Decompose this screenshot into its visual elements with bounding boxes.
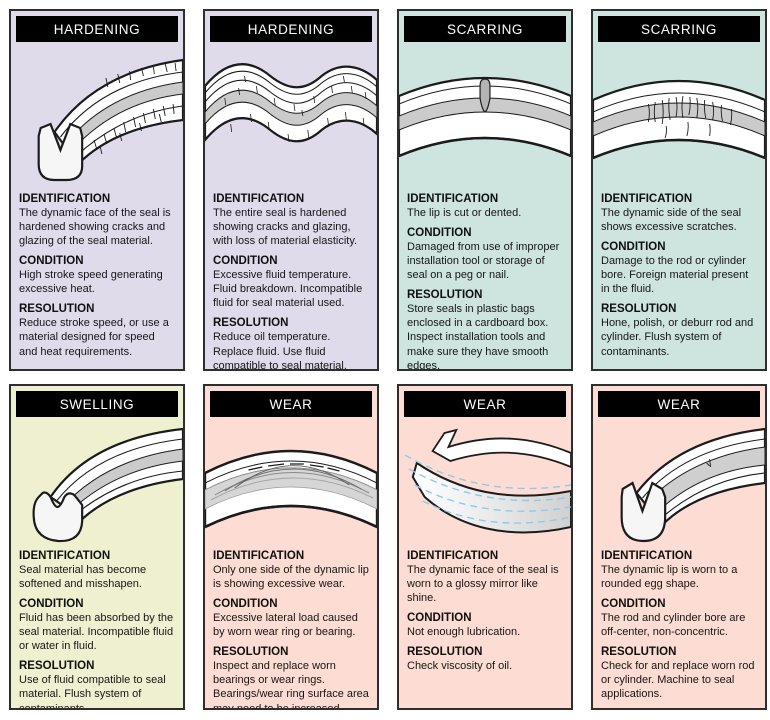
section-heading-identification: IDENTIFICATION [407, 193, 499, 205]
glossy-strip-illustration [399, 421, 571, 543]
section-body: The dynamic face of the seal is worn to … [407, 564, 559, 605]
scratched-band-illustration [593, 46, 765, 186]
section-heading-condition: CONDITION [407, 227, 472, 240]
section-heading-identification: IDENTIFICATION [213, 193, 305, 205]
section-heading-condition: CONDITION [213, 598, 278, 611]
section-heading-resolution: RESOLUTION [407, 646, 483, 659]
dented-band-illustration [399, 46, 571, 186]
section-body: The dynamic side of the seal shows exces… [601, 207, 742, 234]
card-title: WEAR [657, 396, 701, 412]
card-title-bar: WEAR [598, 391, 760, 417]
section-body: The dynamic face of the seal is hardened… [19, 207, 171, 248]
card-title: HARDENING [247, 21, 335, 37]
section-body: Inspect and replace worn bearings or wea… [213, 660, 369, 710]
section-heading-condition: CONDITION [213, 255, 278, 268]
section-heading-resolution: RESOLUTION [407, 289, 483, 302]
card-title: SCARRING [640, 21, 718, 37]
card-text: IDENTIFICATION The dynamic lip is worn t… [593, 543, 765, 708]
card-text: IDENTIFICATION The dynamic face of the s… [11, 186, 183, 365]
section-body: Use of fluid compatible to seal material… [19, 674, 166, 710]
card-hardening-dynamic-face: HARDENING IDENTIFICATION The dynamic fac… [9, 9, 185, 371]
card-title-bar: SCARRING [598, 16, 760, 42]
section-body: Check viscosity of oil. [407, 660, 513, 673]
card-title-bar: HARDENING [210, 16, 372, 42]
card-wear-one-sided: WEAR IDENTIFICATION Only one side of the… [203, 384, 379, 710]
section-heading-condition: CONDITION [19, 255, 84, 268]
section-body: Damage to the rod or cylinder bore. Fore… [601, 255, 749, 296]
section-body: Reduce oil temperature. Replace fluid. U… [213, 331, 347, 371]
card-title: WEAR [269, 396, 313, 412]
card-title-bar: SWELLING [16, 391, 178, 417]
section-heading-resolution: RESOLUTION [19, 303, 95, 316]
section-body: Damaged from use of improper installatio… [407, 241, 560, 282]
section-body: Fluid has been absorbed by the seal mate… [19, 612, 174, 653]
section-body: The dynamic lip is worn to a rounded egg… [601, 564, 738, 591]
section-heading-resolution: RESOLUTION [19, 660, 95, 673]
section-heading-condition: CONDITION [601, 598, 666, 611]
card-title: SCARRING [446, 21, 524, 37]
section-body: Only one side of the dynamic lip is show… [213, 564, 369, 591]
section-heading-resolution: RESOLUTION [213, 317, 289, 330]
section-body: Not enough lubrication. [407, 626, 521, 639]
card-title-bar: WEAR [210, 391, 372, 417]
egg-lip-ring-illustration [593, 421, 765, 543]
swollen-ring-illustration [11, 421, 183, 543]
section-body: High stroke speed generating excessive h… [19, 269, 163, 296]
card-title: WEAR [463, 396, 507, 412]
section-heading-resolution: RESOLUTION [213, 646, 289, 659]
section-body: Excessive lateral load caused by worn we… [213, 612, 358, 639]
section-body: The rod and cylinder bore are off-center… [601, 612, 746, 639]
cracked-ring-illustration [11, 46, 183, 186]
card-title-bar: SCARRING [404, 16, 566, 42]
section-heading-identification: IDENTIFICATION [601, 550, 693, 562]
card-title: HARDENING [53, 21, 141, 37]
section-body: Excessive fluid temperature. Fluid break… [213, 269, 363, 310]
card-scarring-scratched-side: SCARRING IDENTIFICATION The dynamic side… [591, 9, 767, 371]
card-swelling: SWELLING IDENTIFICATION Seal material ha… [9, 384, 185, 710]
card-title-bar: WEAR [404, 391, 566, 417]
card-text: IDENTIFICATION Seal material has become … [11, 543, 183, 710]
card-hardening-entire-seal: HARDENING IDENTIFICATION The entire seal… [203, 9, 379, 371]
section-heading-condition: CONDITION [601, 241, 666, 254]
section-heading-condition: CONDITION [19, 598, 84, 611]
section-body: Seal material has become softened and mi… [19, 564, 147, 591]
card-title-bar: HARDENING [16, 16, 178, 42]
card-title: SWELLING [59, 396, 135, 412]
section-heading-identification: IDENTIFICATION [19, 550, 111, 562]
section-body: The lip is cut or dented. [407, 207, 522, 219]
section-body: Reduce stroke speed, or use a material d… [19, 317, 169, 358]
card-text: IDENTIFICATION Only one side of the dyna… [205, 543, 377, 710]
section-heading-identification: IDENTIFICATION [601, 193, 693, 205]
section-heading-resolution: RESOLUTION [601, 646, 677, 659]
section-body: Check for and replace worn rod or cylind… [601, 660, 755, 701]
card-wear-egg-shaped-lip: WEAR IDENTIFICATION The dynamic lip is w… [591, 384, 767, 710]
wavy-band-illustration [205, 46, 377, 186]
card-wear-glossy-face: WEAR IDENTIFIC [397, 384, 573, 710]
card-text: IDENTIFICATION The dynamic side of the s… [593, 186, 765, 365]
section-heading-identification: IDENTIFICATION [213, 550, 305, 562]
card-text: IDENTIFICATION The dynamic face of the s… [399, 543, 571, 679]
card-text: IDENTIFICATION The lip is cut or dented.… [399, 186, 571, 371]
card-text: IDENTIFICATION The entire seal is harden… [205, 186, 377, 371]
section-heading-identification: IDENTIFICATION [19, 193, 111, 205]
worn-band-illustration [205, 421, 377, 543]
section-body: Store seals in plastic bags enclosed in … [407, 303, 549, 371]
section-heading-identification: IDENTIFICATION [407, 550, 499, 562]
section-body: Hone, polish, or deburr rod and cylinder… [601, 317, 754, 358]
section-heading-resolution: RESOLUTION [601, 303, 677, 316]
card-scarring-cut-lip: SCARRING IDENTIFICATION The lip is cut o… [397, 9, 573, 371]
section-heading-condition: CONDITION [407, 612, 472, 625]
section-body: The entire seal is hardened showing crac… [213, 207, 358, 248]
